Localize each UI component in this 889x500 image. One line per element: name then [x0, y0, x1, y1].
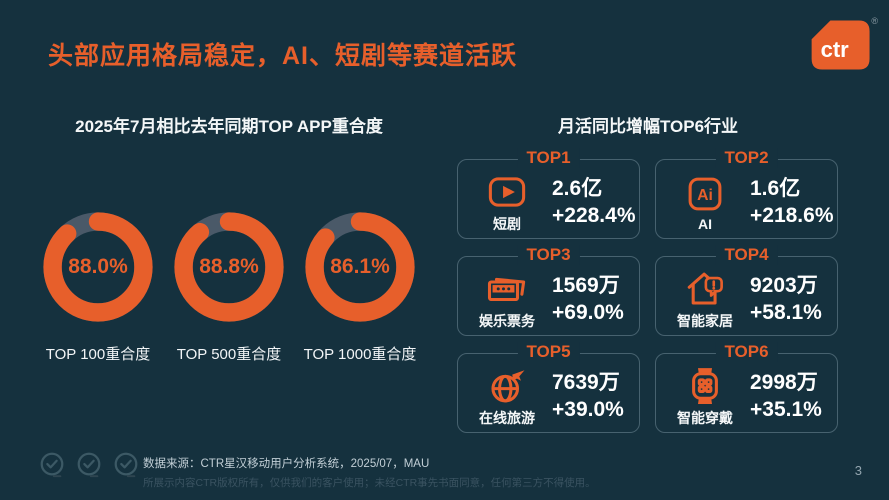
page-title: 头部应用格局稳定，AI、短剧等赛道活跃 [48, 42, 518, 70]
donut-chart: 86.1% [302, 209, 418, 325]
registered-mark: ® [871, 16, 878, 26]
mau-value: 1.6亿 [750, 177, 801, 200]
online-travel-icon [470, 365, 544, 407]
donut-gauge-icon [43, 212, 153, 322]
ai-icon: Ai [668, 173, 742, 215]
svg-text:Ai: Ai [697, 187, 713, 204]
donut-top100: 88.0% TOP 100重合度 [38, 209, 158, 364]
wearable-icon [668, 365, 742, 407]
rank-badge: TOP6 [715, 342, 778, 362]
donut-gauge-icon [305, 212, 415, 322]
category-label: 在线旅游 [479, 409, 535, 426]
certification-badge-icon [40, 452, 64, 478]
ctr-logo: ctr ® [810, 16, 878, 76]
donut-label: TOP 1000重合度 [303, 346, 417, 363]
category-label: 短剧 [493, 215, 521, 232]
category-label: 智能穿戴 [677, 409, 733, 426]
category-label: AI [698, 215, 712, 232]
overlap-section: 2025年7月相比去年同期TOP APP重合度 88.0% TOP 100重合度… [38, 112, 420, 364]
rank-badge: TOP5 [517, 342, 580, 362]
smart-home-icon [668, 268, 742, 310]
donut-top1000: 86.1% TOP 1000重合度 [300, 209, 420, 364]
industry-card-top1: TOP1 短剧 2.6亿 +228.4% [457, 148, 640, 239]
top6-section-title: 月活同比增幅TOP6行业 [557, 117, 739, 136]
mau-value: 1569万 [552, 274, 620, 297]
donut-label: TOP 100重合度 [45, 346, 151, 363]
donut-top500: 88.8% TOP 500重合度 [169, 209, 289, 364]
ctr-logo-icon: ctr [811, 20, 870, 70]
certification-badges [38, 451, 140, 479]
donut-chart: 88.8% [171, 209, 287, 325]
mau-value: 9203万 [750, 274, 818, 297]
industry-card-top4: TOP4 智能家居 9203万 +58.1% [655, 245, 838, 336]
donut-row: 88.0% TOP 100重合度 88.8% TOP 500重合度 86.1% [38, 209, 420, 364]
growth-value: +35.1% [750, 398, 822, 421]
growth-value: +228.4% [552, 204, 636, 227]
growth-value: +69.0% [552, 301, 624, 324]
industry-card-top3: TOP3 娱乐票务 1569万 +69.0% [457, 245, 640, 336]
donut-chart: 88.0% [40, 209, 156, 325]
ticket-icon [470, 268, 544, 310]
mau-value: 2.6亿 [552, 177, 603, 200]
industry-card-top6: TOP6 智能穿戴 2998万 +35.1% [655, 342, 838, 433]
growth-value: +58.1% [750, 301, 822, 324]
growth-value: +218.6% [750, 204, 834, 227]
top6-section: 月活同比增幅TOP6行业 TOP1 短剧 2.6亿 +228.4% TOP2 [450, 112, 846, 433]
copyright-disclaimer: 所展示内容CTR版权所有，仅供我们的客户使用；未经CTR事先书面同意，任何第三方… [143, 477, 596, 489]
svg-text:ctr: ctr [821, 37, 850, 62]
growth-value: +39.0% [552, 398, 624, 421]
top6-card-grid: TOP1 短剧 2.6亿 +228.4% TOP2 [457, 148, 846, 433]
donut-gauge-icon [174, 212, 284, 322]
rank-badge: TOP1 [517, 148, 580, 168]
overlap-percentage: 88.8% [199, 255, 259, 278]
rank-badge: TOP3 [517, 245, 580, 265]
certification-badge-icon [77, 452, 101, 478]
page-number: 3 [854, 463, 862, 478]
overlap-percentage: 86.1% [330, 255, 390, 278]
short-drama-icon [470, 171, 544, 213]
mau-value: 2998万 [750, 371, 818, 394]
donut-label: TOP 500重合度 [176, 346, 282, 363]
certification-badge-icon [114, 452, 138, 478]
rank-badge: TOP4 [715, 245, 778, 265]
category-label: 智能家居 [677, 312, 733, 329]
overlap-percentage: 88.0% [68, 255, 128, 278]
industry-card-top5: TOP5 在线旅游 7639万 +39.0% [457, 342, 640, 433]
mau-value: 7639万 [552, 371, 620, 394]
rank-badge: TOP2 [715, 148, 778, 168]
data-source: 数据来源：CTR星汉移动用户分析系统，2025/07，MAU [143, 458, 430, 470]
overlap-section-title: 2025年7月相比去年同期TOP APP重合度 [75, 117, 383, 136]
industry-card-top2: TOP2 Ai AI 1.6亿 +218.6% [655, 148, 838, 239]
category-label: 娱乐票务 [479, 312, 535, 329]
